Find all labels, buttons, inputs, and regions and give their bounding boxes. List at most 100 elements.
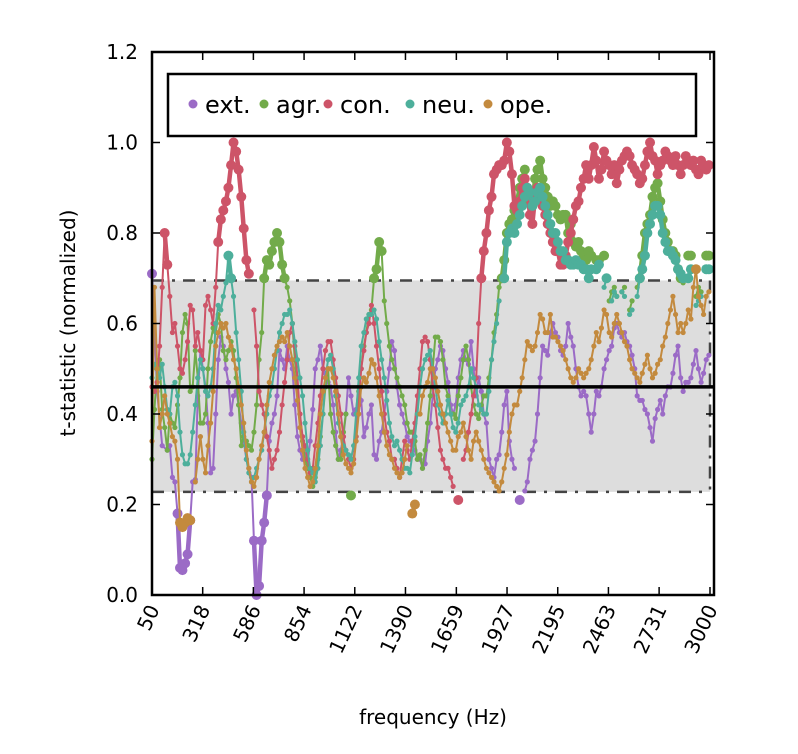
data-point (254, 402, 260, 408)
data-point (593, 329, 599, 336)
series-line-segment (475, 322, 480, 379)
data-point (609, 298, 615, 304)
data-point (693, 348, 699, 354)
series-line-segment (475, 385, 480, 406)
data-point (371, 307, 377, 313)
series-line-segment (196, 331, 202, 352)
data-point (609, 334, 615, 340)
data-point (391, 348, 398, 354)
data-point (272, 228, 283, 238)
data-point (228, 137, 239, 148)
series-line-segment (293, 376, 299, 402)
data-point (435, 357, 441, 363)
data-point (233, 329, 239, 336)
series-line-segment (296, 376, 301, 415)
data-point (379, 357, 385, 363)
data-point (680, 329, 686, 336)
series-line-segment (291, 322, 296, 343)
data-point (399, 411, 405, 417)
x-tick-label: 2463 (578, 601, 621, 657)
data-point (389, 456, 395, 462)
data-point (345, 490, 356, 501)
data-point (292, 402, 298, 408)
data-point (197, 434, 204, 440)
data-point (534, 329, 541, 336)
data-point (629, 366, 635, 372)
data-point (458, 402, 464, 408)
data-point (180, 558, 191, 569)
data-point (394, 438, 400, 444)
data-point (366, 370, 372, 376)
data-point (345, 375, 352, 381)
series-line-segment (671, 354, 677, 375)
data-point (192, 348, 198, 354)
series-line-segment (671, 295, 677, 316)
data-point (169, 329, 176, 336)
data-point (698, 289, 704, 295)
series-line-segment (291, 358, 296, 379)
data-point (637, 264, 648, 275)
data-point (460, 420, 466, 426)
data-point (279, 357, 285, 363)
series-line-segment (196, 358, 202, 379)
data-point (376, 246, 387, 257)
data-point (307, 465, 313, 471)
data-point (634, 273, 645, 284)
data-point (294, 434, 301, 440)
data-point (373, 375, 380, 381)
data-point (563, 357, 569, 363)
data-point (368, 311, 375, 318)
data-point (243, 447, 249, 453)
data-point (558, 246, 569, 257)
series-line-segment (204, 444, 209, 474)
data-point (652, 415, 658, 422)
data-point (230, 357, 237, 363)
series-line-segment (378, 340, 383, 361)
data-point (476, 438, 482, 444)
data-point (476, 402, 482, 408)
data-point (162, 424, 168, 431)
data-point (333, 443, 339, 449)
data-point (693, 169, 704, 180)
data-point (550, 200, 561, 211)
data-point (698, 302, 704, 308)
data-point (483, 205, 494, 216)
series-line-segment (702, 295, 708, 316)
data-point (481, 456, 487, 462)
series-line-segment (523, 340, 529, 361)
series-line-segment (158, 286, 164, 348)
data-point (315, 357, 321, 363)
series-line-segment (337, 413, 342, 438)
series-line-segment (600, 367, 606, 388)
data-point (432, 375, 438, 381)
series-line-segment (235, 331, 240, 361)
data-point (419, 339, 426, 345)
data-point (522, 488, 528, 494)
data-point (274, 447, 280, 453)
data-point (256, 388, 262, 394)
series-line-segment (301, 449, 307, 470)
data-point (621, 339, 628, 345)
series-line-segment (316, 413, 322, 447)
data-point (583, 273, 594, 284)
data-point (276, 329, 283, 336)
data-point (685, 250, 696, 261)
data-point (545, 218, 556, 229)
series-line-segment (352, 440, 358, 465)
data-point (182, 549, 193, 560)
data-point (159, 411, 165, 417)
series-line-segment (332, 403, 337, 434)
data-point (672, 311, 679, 318)
series-line-segment (252, 308, 258, 348)
data-point (586, 411, 592, 417)
data-point (517, 388, 523, 394)
data-point (599, 250, 610, 261)
data-point (208, 470, 214, 476)
series-line-segment (508, 413, 513, 434)
data-point (172, 320, 178, 327)
data-point (660, 411, 666, 417)
data-point (182, 311, 188, 318)
data-point (348, 393, 354, 399)
data-point (455, 434, 461, 440)
